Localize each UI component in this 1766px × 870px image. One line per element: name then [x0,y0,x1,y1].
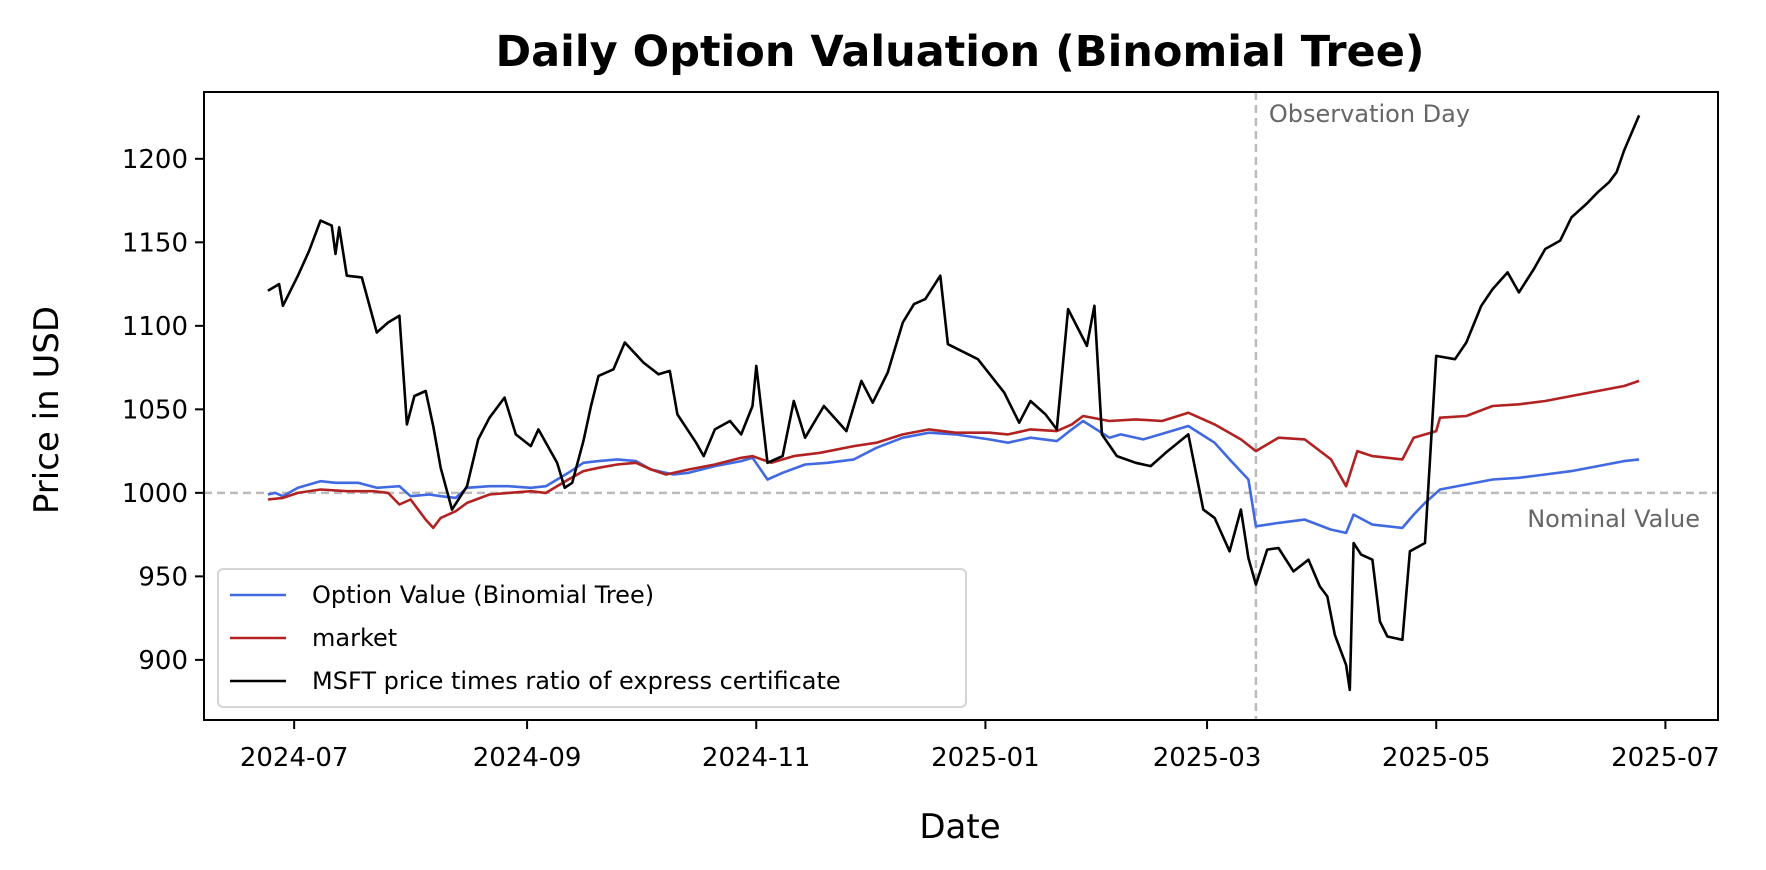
reference-lines: Observation Day Nominal Value [204,92,1718,720]
legend-entry-label: MSFT price times ratio of express certif… [312,667,841,695]
chart-title: Daily Option Valuation (Binomial Tree) [495,27,1424,77]
x-tick-label: 2025-01 [931,743,1040,773]
y-tick-label: 1000 [122,479,188,509]
y-axis-label: Price in USD [27,306,67,514]
y-tick-label: 1100 [122,312,188,342]
x-tick-label: 2025-05 [1382,743,1491,773]
x-tick-label: 2024-07 [240,743,349,773]
x-tick-label: 2024-09 [473,743,582,773]
x-tick-label: 2024-11 [702,743,811,773]
y-tick-label: 950 [138,562,188,592]
plot-area-frame [203,91,1719,721]
legend-entry-label: market [312,624,397,652]
y-tick-label: 1050 [122,395,188,425]
legend-box [217,568,967,708]
series-line-msft-price-times-ratio-of-express-certif [267,114,1641,692]
legend-entry-label: Option Value (Binomial Tree) [312,581,654,609]
x-axis: 2024-07 2024-09 2024-11 2025-01 2025-03 2025-… [240,720,1720,773]
series-layer [267,114,1641,692]
observation-day-label: Observation Day [1269,100,1470,128]
y-tick-label: 900 [138,646,188,676]
x-tick-label: 2025-03 [1153,743,1262,773]
series-line-market [267,379,1640,530]
legend: Option Value (Binomial Tree) market MSFT p… [217,568,967,708]
y-tick-label: 1150 [122,228,188,258]
y-axis: 900 950 1000 1050 1100 1150 1200 [122,145,204,676]
series-line-option-value-binomial-tree [267,419,1640,535]
x-axis-label: Date [919,807,1000,847]
nominal-value-label: Nominal Value [1527,505,1700,533]
x-tick-label: 2025-07 [1611,743,1720,773]
y-tick-label: 1200 [122,145,188,175]
